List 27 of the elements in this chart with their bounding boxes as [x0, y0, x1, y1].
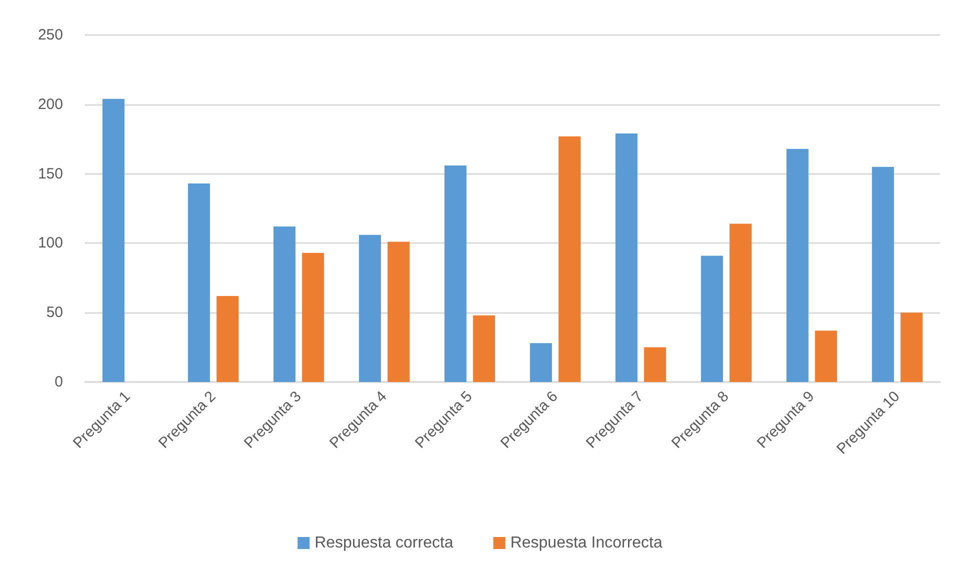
bar: [815, 330, 838, 382]
bar: [216, 296, 239, 382]
bar: [473, 315, 496, 382]
bar: [273, 226, 296, 382]
bar: [786, 148, 808, 382]
bar: [644, 347, 666, 382]
bar: [900, 312, 923, 382]
bar: [700, 256, 723, 382]
bar: [102, 98, 124, 382]
y-tick-label: 0: [54, 374, 63, 390]
y-tick-label: 50: [46, 304, 63, 322]
bar: [530, 343, 552, 382]
bar: [872, 166, 894, 382]
bar: [302, 252, 324, 382]
legend-label: Respuesta correcta: [314, 534, 454, 552]
bar: [730, 224, 752, 382]
bar: [444, 165, 466, 382]
legend-label: Respuesta Incorrecta: [510, 534, 663, 552]
bar: [615, 134, 638, 382]
bar: [388, 242, 410, 382]
bar: [358, 234, 381, 382]
bar: [558, 136, 581, 382]
bar: [188, 184, 210, 382]
y-tick-label: 200: [38, 96, 63, 113]
y-tick-label: 150: [38, 165, 63, 182]
y-tick-label: 100: [38, 234, 63, 252]
y-tick-label: 250: [38, 26, 63, 44]
